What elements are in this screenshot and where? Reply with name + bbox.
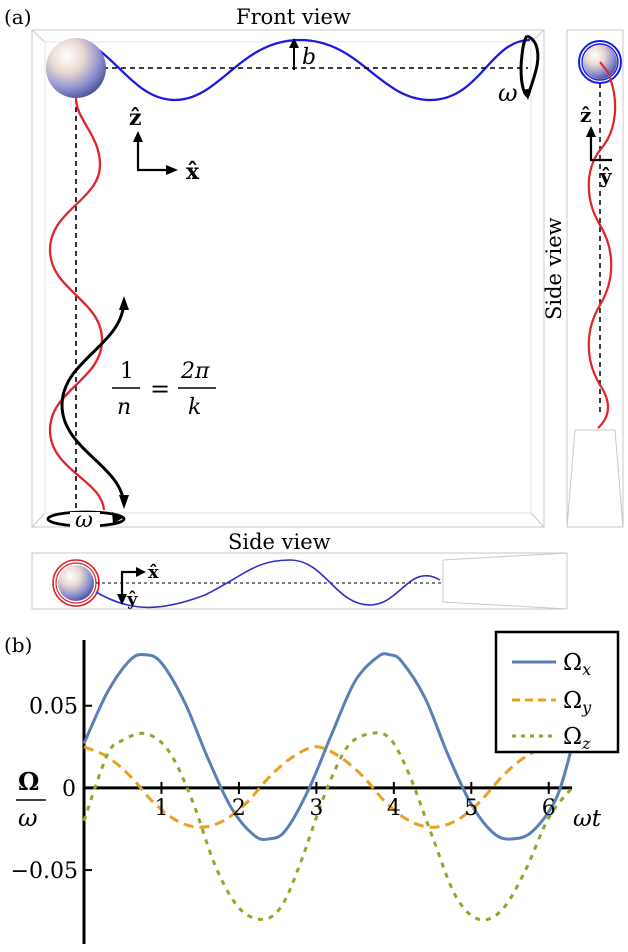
omega-rotation-top (519, 34, 540, 98)
x-tick-label: 3 (309, 796, 323, 821)
b-arrow-head (289, 38, 299, 48)
pitch-rhs-num: 2π (180, 359, 210, 384)
side-view-right-title: Side view (542, 217, 566, 320)
panel-a-label: (a) (4, 5, 32, 29)
x-tick-label: 5 (464, 796, 478, 821)
side-right-axes (586, 126, 612, 162)
side-bottom-blue-helix (95, 559, 441, 609)
wavelength-arrow (60, 299, 126, 506)
b-label: b (302, 45, 316, 70)
front-coordinate-axes (133, 131, 178, 175)
series-omega-x (82, 652, 574, 842)
y-tick-label: 0 (62, 777, 76, 802)
pitch-lhs-num: 1 (120, 359, 134, 384)
omega-top-label: ω (498, 79, 518, 107)
front-blue-helix (71, 38, 531, 102)
sphere-front (46, 38, 106, 98)
side-right-z-label: ẑ (580, 103, 591, 127)
pitch-lhs-den: n (117, 395, 131, 420)
x-tick-label: 1 (154, 796, 168, 821)
z-axis-label: ẑ (129, 105, 142, 131)
x-axis-label: x̂ (186, 159, 200, 185)
omega-top-arrowhead (523, 88, 532, 100)
side-right-y-label: ŷ (599, 164, 613, 188)
front-view-box (31, 29, 545, 528)
side-right-blue-ring-inner (581, 43, 619, 81)
ylabel-denominator: ω (18, 804, 38, 832)
side-bottom-y-label: ŷ (126, 589, 138, 610)
side-bottom-x-label: x̂ (148, 562, 159, 583)
x-tick-label: 6 (542, 796, 556, 821)
pitch-rhs-den: k (188, 395, 201, 420)
side-view-bottom-title: Side view (228, 530, 331, 554)
bottom-side-view-box (31, 552, 568, 610)
y-tick-label: 0.05 (29, 695, 78, 720)
omega-bottom-label: ω (75, 508, 93, 533)
legend-omega-x: Ωx (563, 650, 591, 679)
y-tick-label: −0.05 (11, 859, 78, 884)
right-side-view-box (566, 29, 624, 528)
omega-chart: 1 2 3 4 5 6 0.05 0 −0.05 (11, 640, 574, 944)
wavelength-arrowhead-top (119, 296, 129, 310)
front-view-title: Front view (236, 5, 351, 29)
x-tick-label: 4 (387, 796, 401, 821)
panel-b-label: (b) (4, 633, 32, 657)
xlabel: ωt (573, 806, 602, 832)
chart-legend: Ωx Ωy Ωz (494, 630, 620, 754)
omega-bottom-arrowhead (112, 512, 124, 524)
x-tick-label: 2 (232, 796, 246, 821)
front-red-helix (48, 97, 106, 511)
series-omega-z (82, 731, 574, 922)
side-right-radius (599, 61, 611, 76)
side-bottom-axes (117, 567, 146, 605)
ylabel-numerator: Ω (18, 767, 39, 796)
wavelength-arrowhead-bottom (119, 495, 129, 509)
sphere-side-bottom (58, 565, 94, 601)
side-right-red-helix (587, 77, 617, 429)
pitch-equals: = (150, 375, 170, 403)
